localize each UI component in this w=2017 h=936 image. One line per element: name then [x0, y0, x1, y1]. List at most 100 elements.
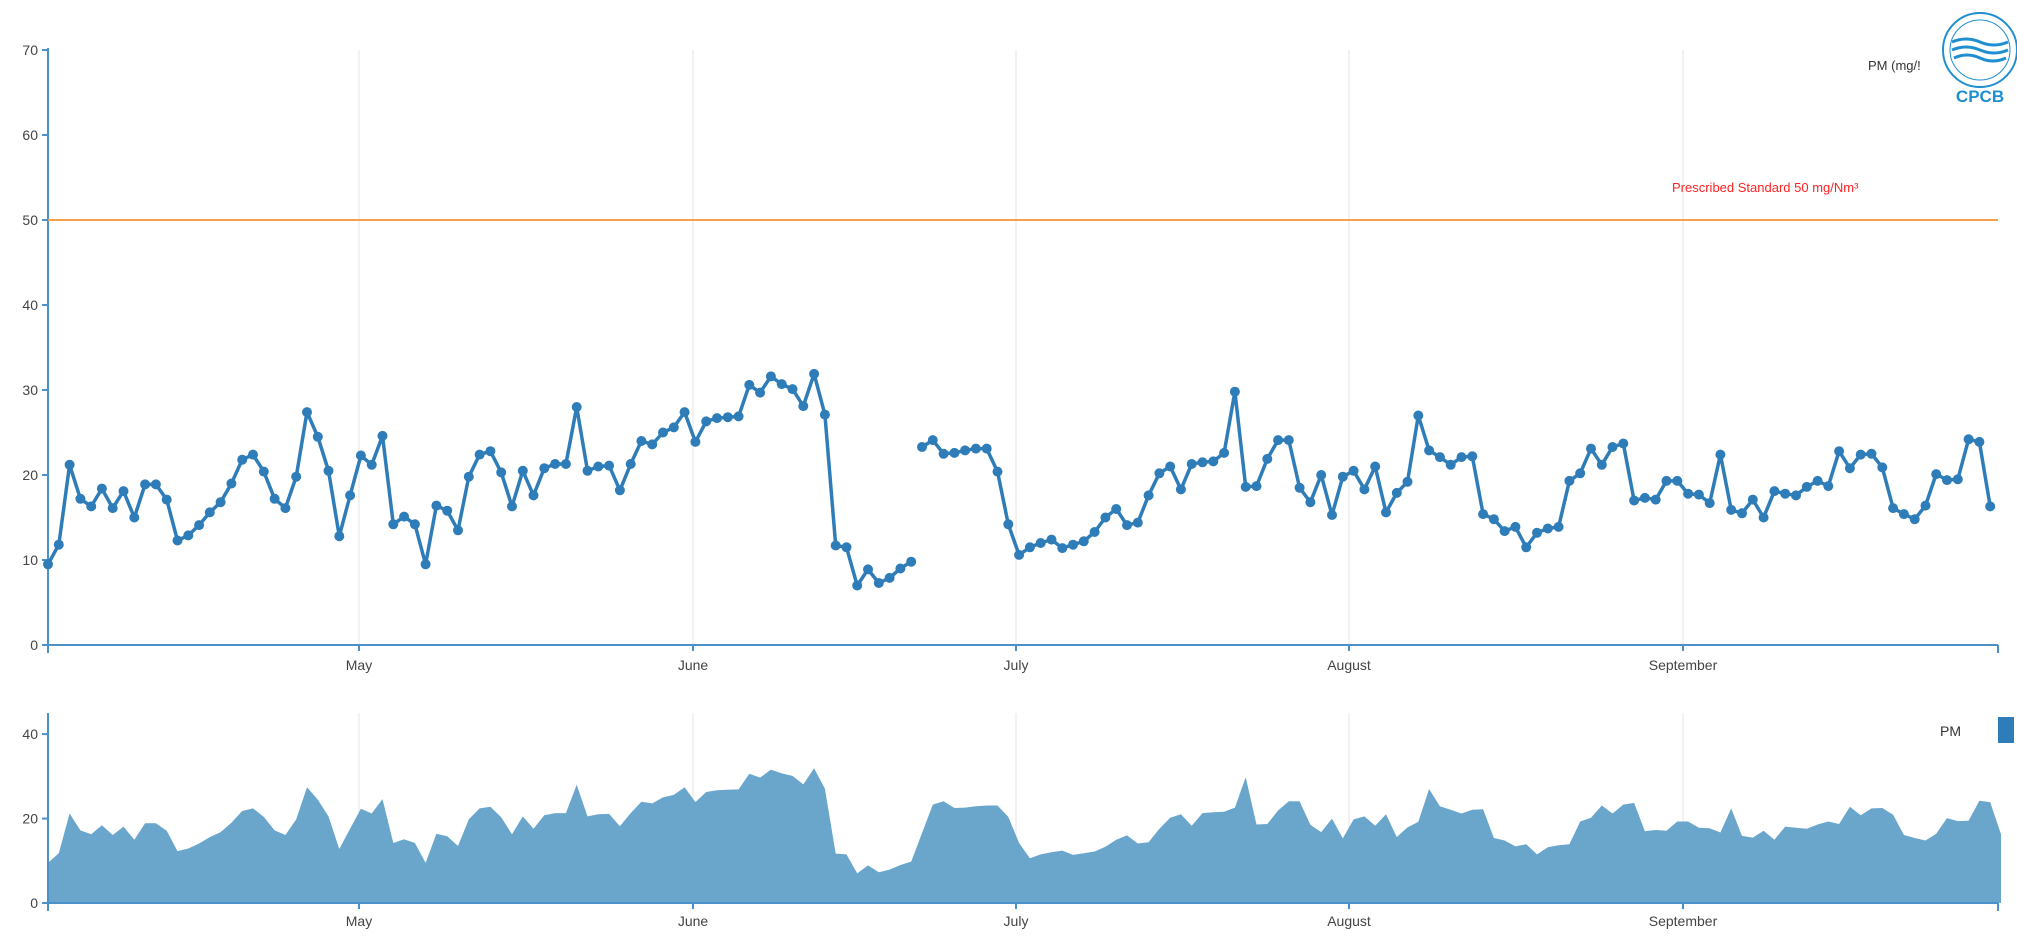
- data-point: [1262, 453, 1273, 464]
- data-point: [1888, 503, 1899, 514]
- data-point: [852, 580, 863, 591]
- data-point: [614, 485, 625, 496]
- data-point: [388, 519, 399, 530]
- data-point: [1532, 527, 1542, 538]
- data-point: [64, 459, 75, 470]
- data-point: [755, 387, 766, 398]
- data-point: [960, 445, 971, 456]
- data-point: [1726, 504, 1737, 515]
- data-point: [560, 459, 571, 469]
- data-point: [798, 401, 809, 412]
- data-point: [1747, 494, 1758, 505]
- data-point: [1434, 452, 1445, 463]
- data-point: [722, 412, 733, 423]
- x-tick-label: June: [678, 657, 709, 673]
- data-point: [1478, 509, 1489, 520]
- data-point: [355, 450, 366, 461]
- data-point: [258, 466, 269, 477]
- data-point: [1327, 510, 1337, 520]
- data-point: [1952, 474, 1963, 485]
- data-point: [550, 459, 561, 469]
- data-point: [269, 493, 280, 504]
- data-point: [1758, 512, 1769, 523]
- data-point: [345, 490, 356, 501]
- data-point: [1866, 448, 1877, 459]
- series-line: [46, 372, 913, 588]
- data-point: [1078, 536, 1089, 547]
- data-point: [161, 494, 172, 505]
- data-point: [647, 439, 658, 450]
- data-point: [1089, 527, 1100, 537]
- data-point: [830, 540, 841, 551]
- data-point: [1132, 517, 1143, 528]
- data-point: [906, 556, 917, 567]
- data-point: [1909, 514, 1920, 525]
- data-point: [1024, 542, 1035, 553]
- data-point: [1586, 443, 1596, 454]
- data-point: [334, 531, 345, 542]
- data-point: [1391, 487, 1402, 498]
- data-point: [1650, 494, 1661, 505]
- data-point: [884, 572, 895, 583]
- data-point: [1186, 459, 1197, 469]
- data-point: [453, 525, 463, 536]
- y-tick-label: 0: [30, 895, 38, 911]
- data-point: [1381, 507, 1391, 518]
- data-point: [1348, 465, 1359, 476]
- data-point: [194, 520, 205, 531]
- data-point: [409, 519, 420, 530]
- data-point: [140, 479, 151, 490]
- data-point: [1143, 490, 1154, 501]
- data-point: [1639, 492, 1650, 503]
- reference-line-label: Prescribed Standard 50 mg/Nm³: [1672, 180, 1859, 195]
- x-tick-label: August: [1327, 657, 1371, 673]
- logo-wave-2: [1951, 45, 2009, 55]
- legend-label: PM: [1940, 723, 1961, 739]
- data-point: [1068, 539, 1078, 550]
- data-point: [248, 449, 258, 460]
- data-point: [981, 443, 992, 454]
- data-point: [1683, 488, 1694, 499]
- data-point: [1197, 457, 1208, 468]
- data-point: [1370, 461, 1381, 472]
- legend-swatch: [1998, 717, 2014, 743]
- y-tick-label: 40: [22, 726, 38, 742]
- data-point: [690, 436, 701, 447]
- y-tick-label: 10: [22, 552, 38, 568]
- data-point: [571, 402, 582, 412]
- data-point: [291, 471, 302, 482]
- data-point: [377, 430, 388, 441]
- data-point: [517, 465, 528, 476]
- data-point: [1693, 489, 1704, 500]
- logo-wave-3: [1953, 53, 2007, 63]
- data-point: [312, 431, 323, 442]
- data-point: [593, 461, 604, 472]
- data-point: [582, 465, 593, 476]
- data-point: [118, 486, 129, 497]
- y-tick-label: 20: [22, 811, 38, 827]
- data-point: [1974, 436, 1985, 447]
- y-tick-label: 60: [22, 127, 38, 143]
- data-point: [215, 497, 226, 508]
- data-point: [1283, 435, 1294, 446]
- data-point: [1791, 490, 1801, 501]
- data-point: [1542, 523, 1553, 534]
- data-point: [1240, 481, 1251, 492]
- data-point: [712, 413, 722, 424]
- data-point: [1046, 534, 1057, 545]
- data-point: [1100, 512, 1111, 523]
- data-point: [1219, 447, 1230, 458]
- data-point: [1553, 521, 1564, 532]
- data-point: [1424, 445, 1435, 456]
- data-point: [1931, 469, 1942, 480]
- x-tick-label: May: [346, 913, 372, 929]
- cpcb-logo: CPCB: [1942, 12, 2017, 106]
- y-axis-label: PM (mg/!: [1868, 58, 1921, 73]
- data-point: [75, 493, 86, 504]
- data-point: [1359, 484, 1370, 495]
- y-tick-label: 0: [30, 637, 38, 653]
- data-point: [895, 563, 906, 574]
- data-point: [1003, 519, 1014, 530]
- data-point: [1165, 461, 1176, 472]
